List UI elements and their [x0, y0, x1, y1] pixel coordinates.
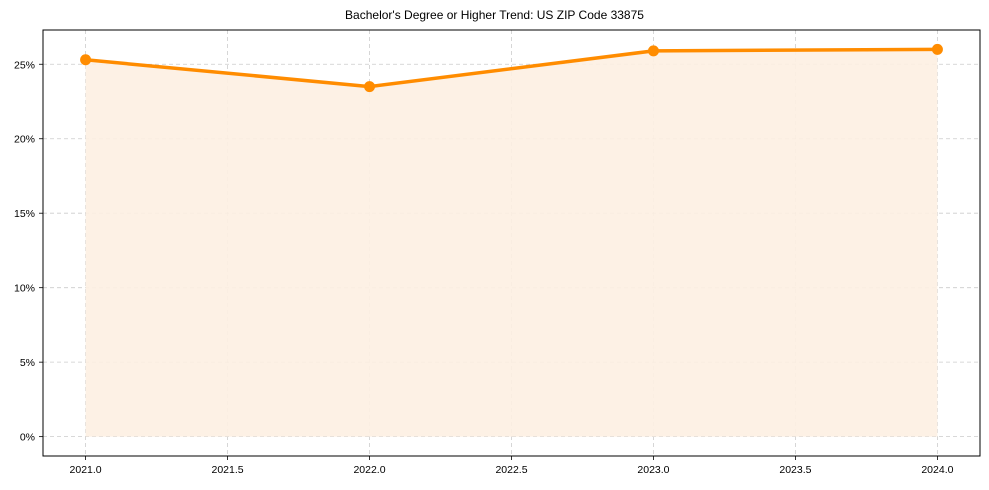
area-fill	[85, 49, 938, 437]
y-tick-label: 15%	[14, 208, 35, 220]
y-tick-label: 20%	[14, 134, 35, 146]
y-tick-label: 5%	[20, 357, 35, 369]
x-tick-label: 2022.5	[495, 464, 527, 476]
y-tick-label: 25%	[14, 59, 35, 71]
x-tick-label: 2021.0	[70, 464, 102, 476]
data-point-marker	[364, 81, 376, 93]
x-tick-label: 2022.0	[353, 464, 385, 476]
data-point-marker	[80, 54, 92, 66]
axes: 2021.0 2021.5 2022.0 2022.5 2023.0 2023.5 2024…	[14, 29, 981, 476]
x-tick-label: 2023.0	[637, 464, 669, 476]
series-line	[85, 47, 938, 89]
y-tick-label: 0%	[20, 432, 35, 444]
x-tick-label: 2024.0	[921, 464, 953, 476]
data-line	[80, 43, 943, 93]
data-point-marker	[931, 43, 943, 55]
x-tick-label: 2023.5	[779, 464, 811, 476]
data-point-marker	[647, 45, 659, 57]
area-fill	[85, 49, 938, 437]
x-tick-label: 2021.5	[211, 464, 243, 476]
plot-frame	[42, 29, 981, 457]
chart-title: Bachelor's Degree or Higher Trend: US ZI…	[345, 8, 644, 22]
y-tick-label: 10%	[14, 283, 35, 295]
